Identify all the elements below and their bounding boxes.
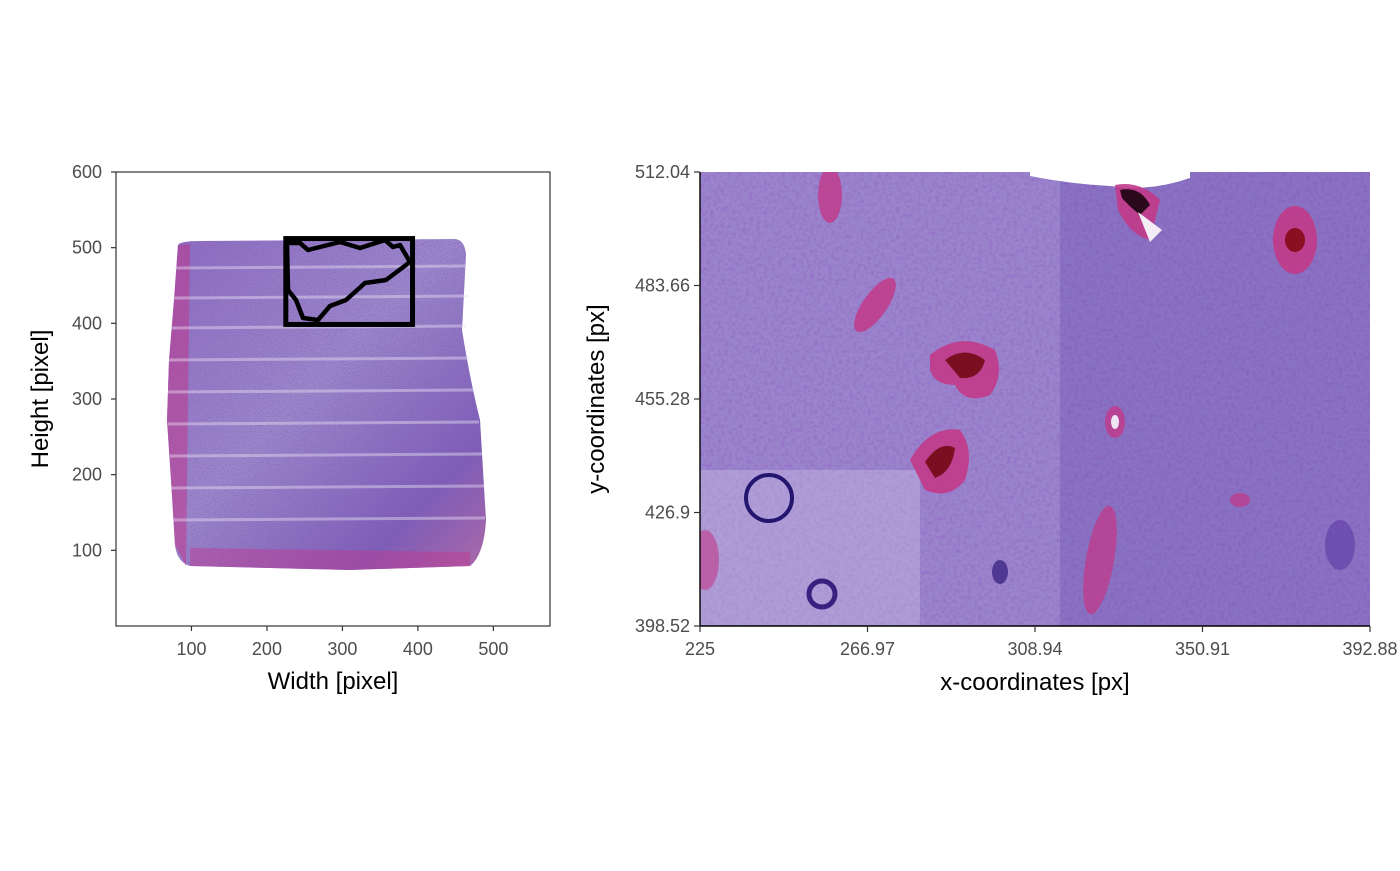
- overview-y-tick-label: 200: [72, 465, 102, 485]
- overview-panel: 100 200 300 400 500 100 200 300 400 500 600 Width…: [27, 162, 551, 695]
- overview-y-tick-label: 400: [72, 313, 102, 333]
- overview-tissue-image: [167, 239, 486, 570]
- zoom-panel: 225 266.97 308.94 350.91 392.88 398.52 426.9 4…: [583, 162, 1398, 696]
- overview-x-axis: 100 200 300 400 500: [176, 626, 508, 659]
- zoom-x-axis-title: x-coordinates [px]: [940, 669, 1129, 696]
- overview-y-tick-label: 500: [72, 238, 102, 258]
- zoom-x-tick-label: 308.94: [1007, 639, 1062, 659]
- overview-y-axis-title: Height [pixel]: [27, 330, 54, 469]
- overview-y-axis: 100 200 300 400 500 600: [72, 162, 116, 560]
- zoom-x-axis: 225 266.97 308.94 350.91 392.88: [685, 625, 1398, 659]
- tissue-stain-edge-left: [167, 244, 190, 566]
- overview-x-tick-label: 100: [176, 639, 206, 659]
- zoom-x-tick-label: 225: [685, 639, 715, 659]
- zoom-y-tick-label: 483.66: [635, 276, 690, 296]
- overview-y-tick-label: 600: [72, 162, 102, 182]
- overview-y-tick-label: 100: [72, 540, 102, 560]
- zoom-y-tick-label: 426.9: [645, 503, 690, 523]
- zoom-x-tick-label: 392.88: [1342, 639, 1397, 659]
- overview-x-axis-title: Width [pixel]: [268, 668, 399, 695]
- zoom-x-tick-label: 350.91: [1175, 639, 1230, 659]
- zoom-y-tick-label: 512.04: [635, 162, 690, 182]
- zoom-vessels: [700, 172, 1355, 615]
- tissue-section: [167, 239, 486, 570]
- overview-y-tick-label: 300: [72, 389, 102, 409]
- zoom-region-outline: [284, 237, 413, 323]
- zoom-x-tick-label: 266.97: [840, 639, 895, 659]
- tissue-stain-edge-bottom: [190, 548, 470, 570]
- zoom-top-background: [1030, 172, 1190, 188]
- zoom-y-axis: 398.52 426.9 455.28 483.66 512.04: [635, 162, 701, 636]
- zoom-y-axis-title: y-coordinates [px]: [583, 304, 610, 493]
- tissue-stripes: [167, 264, 486, 522]
- overview-x-tick-label: 400: [403, 639, 433, 659]
- zoom-tissue-base: [700, 172, 1370, 626]
- overview-x-tick-label: 200: [252, 639, 282, 659]
- overview-x-tick-label: 500: [478, 639, 508, 659]
- zoom-y-tick-label: 455.28: [635, 389, 690, 409]
- zoom-region-annotation: [283, 236, 416, 327]
- zoom-tissue-image: [700, 172, 1370, 626]
- zoom-y-tick-label: 398.52: [635, 616, 690, 636]
- overview-x-tick-label: 300: [327, 639, 357, 659]
